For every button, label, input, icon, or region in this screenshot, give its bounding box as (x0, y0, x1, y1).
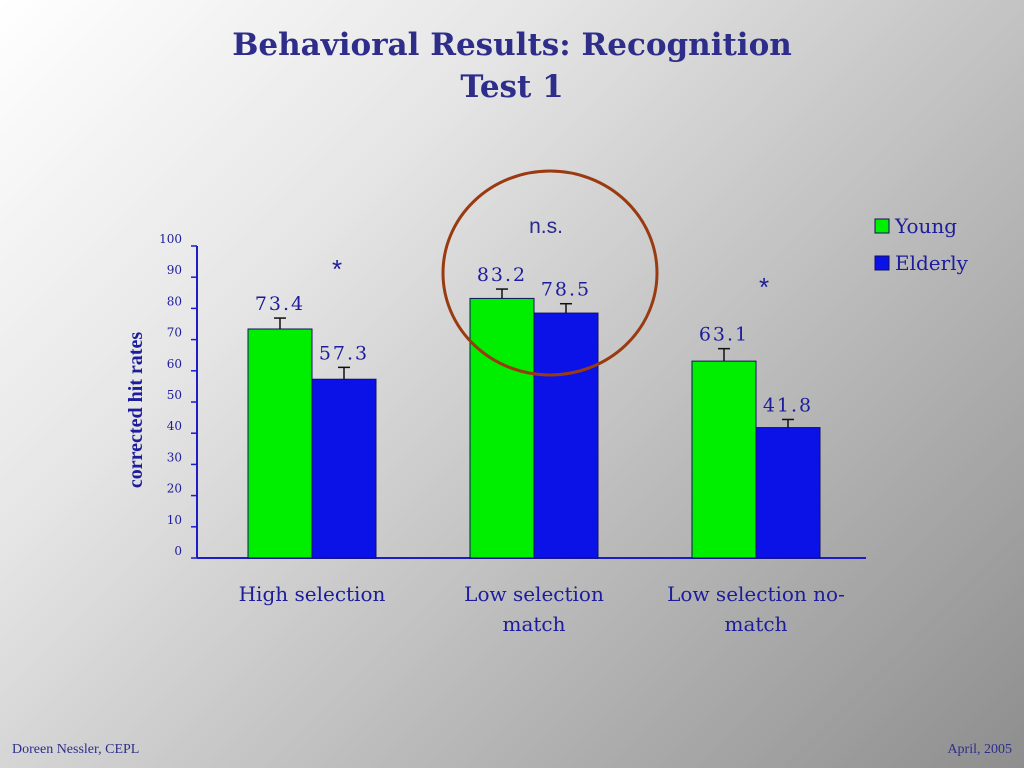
footer-date: April, 2005 (947, 742, 1012, 757)
y-tick-label: 30 (167, 450, 182, 464)
bar-young (469, 297, 535, 559)
data-label: 78.5 (541, 279, 591, 301)
slide-title-line2: Test 1 (460, 69, 564, 105)
legend-label-elderly: Elderly (895, 251, 969, 275)
bar-young (691, 360, 757, 559)
slide-title-line1: Behavioral Results: Recognition (232, 27, 792, 63)
y-tick-label: 50 (167, 388, 182, 402)
legend-swatch-elderly (874, 255, 890, 271)
data-label: 73.4 (255, 293, 305, 315)
ns-annotation: n.s. (529, 215, 563, 238)
data-label: 57.3 (319, 342, 369, 364)
y-tick-label: 90 (167, 263, 182, 277)
y-axis-label: corrected hit rates (125, 332, 147, 488)
bar-elderly (533, 312, 599, 559)
data-label: 63.1 (699, 324, 749, 346)
x-category-label: High selection (239, 582, 386, 606)
x-category-label: Low selection (464, 582, 604, 606)
y-tick-label: 20 (167, 482, 182, 496)
y-tick-label: 10 (167, 513, 182, 527)
y-tick-label: 70 (167, 326, 182, 340)
legend-label-young: Young (894, 214, 957, 238)
significance-marker: * (332, 254, 342, 284)
slide-title: Behavioral Results: Recognition Test 1 (0, 24, 1024, 108)
footer-author: Doreen Nessler, CEPL (12, 742, 140, 757)
ns-circle (441, 169, 659, 377)
y-tick-label: 80 (167, 294, 182, 308)
x-category-label: match (724, 612, 787, 636)
y-tick-label: 0 (174, 544, 182, 558)
legend-swatch-young (874, 218, 890, 234)
y-tick-label: 100 (159, 232, 182, 246)
bar-young (247, 328, 313, 559)
data-label: 41.8 (763, 394, 813, 416)
y-tick-label: 40 (167, 419, 182, 433)
significance-marker: * (759, 272, 769, 302)
data-label: 83.2 (477, 264, 527, 286)
x-category-label: Low selection no- (667, 582, 845, 606)
bar-elderly (755, 427, 821, 559)
y-tick-label: 60 (167, 357, 182, 371)
bar-elderly (311, 378, 377, 559)
x-category-label: match (502, 612, 565, 636)
